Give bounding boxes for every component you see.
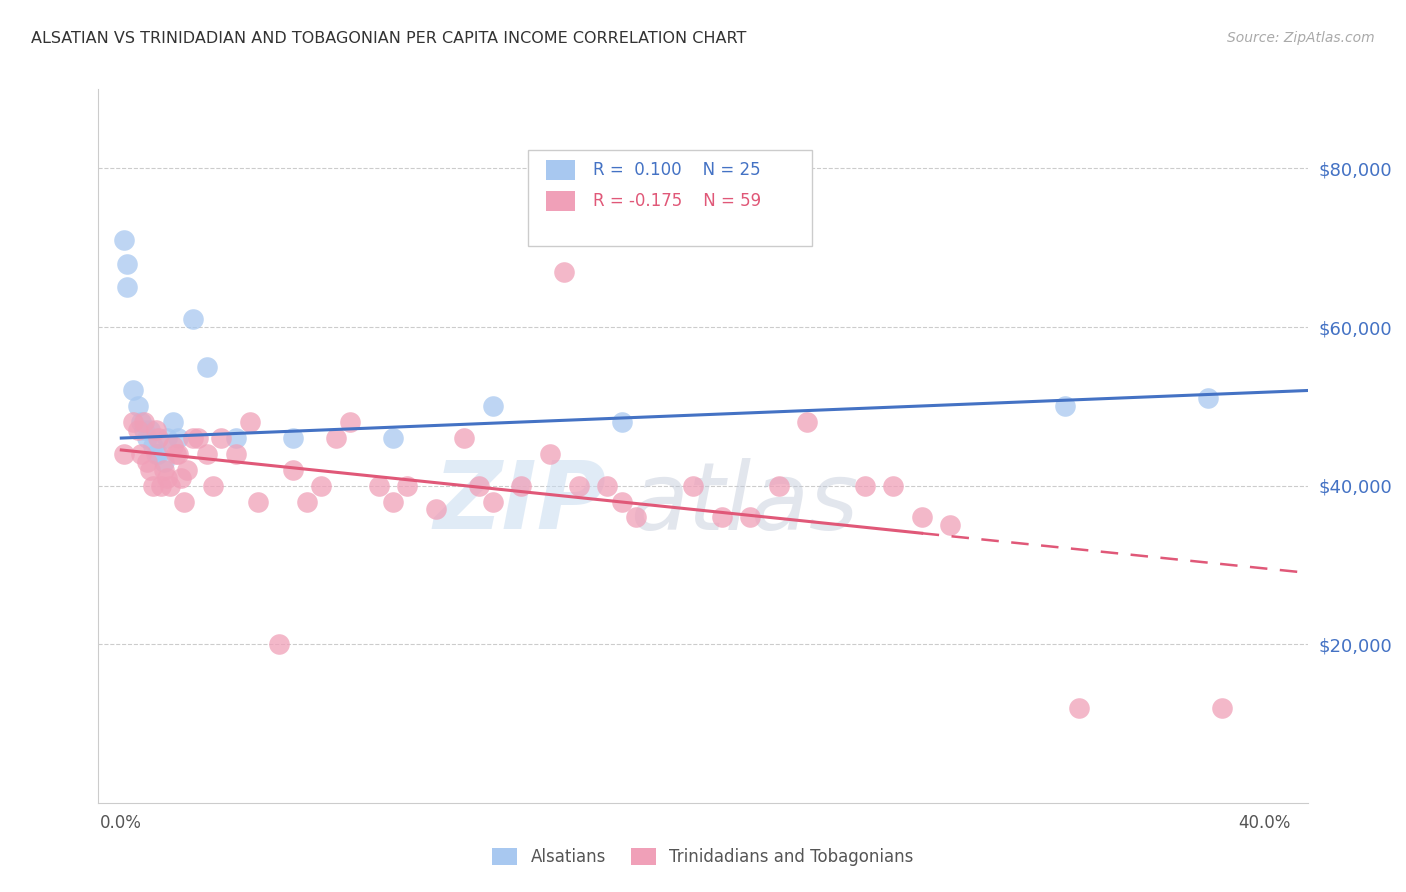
Point bbox=[156, 431, 179, 445]
Point bbox=[381, 494, 404, 508]
Point bbox=[167, 431, 190, 445]
Point bbox=[150, 478, 173, 492]
Point bbox=[115, 257, 138, 271]
Point bbox=[134, 415, 156, 429]
Point bbox=[195, 359, 218, 374]
Point bbox=[1197, 392, 1219, 406]
Text: atlas: atlas bbox=[630, 458, 859, 549]
Point bbox=[740, 510, 762, 524]
Point bbox=[162, 415, 184, 429]
Point bbox=[453, 431, 475, 445]
Point bbox=[159, 478, 181, 492]
Point bbox=[225, 447, 247, 461]
Point bbox=[165, 447, 187, 461]
Point bbox=[136, 455, 159, 469]
Point bbox=[610, 415, 633, 429]
Point bbox=[115, 280, 138, 294]
Point bbox=[145, 423, 167, 437]
Point bbox=[176, 463, 198, 477]
Point bbox=[209, 431, 232, 445]
Point bbox=[153, 455, 176, 469]
Point bbox=[425, 502, 447, 516]
FancyBboxPatch shape bbox=[546, 160, 575, 180]
Point bbox=[167, 447, 190, 461]
Point bbox=[796, 415, 818, 429]
Point bbox=[247, 494, 270, 508]
Point bbox=[153, 463, 176, 477]
Point bbox=[1053, 400, 1076, 414]
Point bbox=[195, 447, 218, 461]
Point bbox=[129, 447, 152, 461]
Point bbox=[311, 478, 333, 492]
Text: R = -0.175    N = 59: R = -0.175 N = 59 bbox=[593, 192, 761, 210]
Point bbox=[1211, 700, 1233, 714]
Point bbox=[853, 478, 876, 492]
Point bbox=[281, 431, 304, 445]
Point bbox=[295, 494, 318, 508]
Point bbox=[201, 478, 224, 492]
Point bbox=[121, 415, 143, 429]
Point bbox=[596, 478, 619, 492]
Point bbox=[553, 264, 575, 278]
Point bbox=[112, 233, 135, 247]
Point bbox=[129, 415, 152, 429]
Point bbox=[127, 400, 149, 414]
Text: ZIP: ZIP bbox=[433, 457, 606, 549]
Point bbox=[173, 494, 195, 508]
Point bbox=[142, 478, 165, 492]
Point bbox=[768, 478, 790, 492]
Point bbox=[136, 431, 159, 445]
Point bbox=[568, 478, 591, 492]
Point bbox=[162, 439, 184, 453]
Point bbox=[170, 471, 193, 485]
Point bbox=[225, 431, 247, 445]
Point bbox=[156, 471, 179, 485]
Point bbox=[624, 510, 647, 524]
Point bbox=[121, 384, 143, 398]
Point bbox=[610, 494, 633, 508]
FancyBboxPatch shape bbox=[527, 150, 811, 246]
Point bbox=[1067, 700, 1090, 714]
Point bbox=[281, 463, 304, 477]
Point bbox=[181, 431, 204, 445]
Text: ALSATIAN VS TRINIDADIAN AND TOBAGONIAN PER CAPITA INCOME CORRELATION CHART: ALSATIAN VS TRINIDADIAN AND TOBAGONIAN P… bbox=[31, 31, 747, 46]
Point bbox=[239, 415, 262, 429]
Point bbox=[381, 431, 404, 445]
Text: Source: ZipAtlas.com: Source: ZipAtlas.com bbox=[1227, 31, 1375, 45]
Point bbox=[187, 431, 209, 445]
Point bbox=[682, 478, 704, 492]
Point bbox=[127, 423, 149, 437]
Point bbox=[181, 312, 204, 326]
Point bbox=[142, 439, 165, 453]
Point bbox=[396, 478, 419, 492]
Point bbox=[134, 423, 156, 437]
Point bbox=[911, 510, 934, 524]
Point bbox=[339, 415, 361, 429]
Point bbox=[112, 447, 135, 461]
Point bbox=[882, 478, 904, 492]
Point bbox=[482, 494, 505, 508]
Point bbox=[148, 431, 170, 445]
Point bbox=[139, 463, 162, 477]
Point bbox=[145, 447, 167, 461]
FancyBboxPatch shape bbox=[546, 191, 575, 211]
Point bbox=[467, 478, 489, 492]
Point bbox=[267, 637, 290, 651]
Text: R =  0.100    N = 25: R = 0.100 N = 25 bbox=[593, 161, 761, 178]
Point bbox=[538, 447, 561, 461]
Point bbox=[367, 478, 389, 492]
Point bbox=[482, 400, 505, 414]
Legend: Alsatians, Trinidadians and Tobagonians: Alsatians, Trinidadians and Tobagonians bbox=[485, 841, 921, 873]
Point bbox=[939, 518, 962, 533]
Point bbox=[710, 510, 733, 524]
Point bbox=[148, 447, 170, 461]
Point bbox=[510, 478, 533, 492]
Point bbox=[139, 423, 162, 437]
Point bbox=[325, 431, 347, 445]
